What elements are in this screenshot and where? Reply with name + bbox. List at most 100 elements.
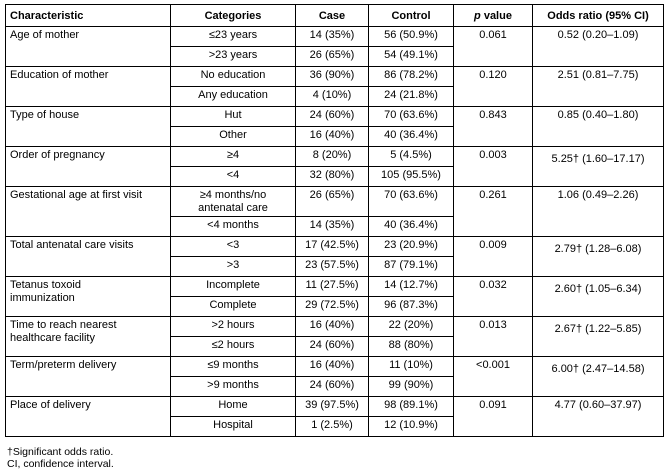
case-cell: 24 (60%) <box>295 336 369 357</box>
case-cell: 8 (20%) <box>295 146 369 167</box>
characteristic-cell: Order of pregnancy <box>5 146 171 187</box>
category-cell: <4 <box>170 166 296 187</box>
case-cell: 26 (65%) <box>295 46 369 67</box>
p-value-cell: 0.003 <box>453 146 533 187</box>
col-header-categories: Categories <box>170 4 296 27</box>
category-cell: ≤2 hours <box>170 336 296 357</box>
case-cell: 29 (72.5%) <box>295 296 369 317</box>
control-cell: 96 (87.3%) <box>368 296 454 317</box>
control-cell: 88 (80%) <box>368 336 454 357</box>
table-row: Total antenatal care visits <3 17 (42.5%) 2… <box>5 236 664 277</box>
control-cell: 70 (63.6%) <box>368 186 454 217</box>
footnote-significant-odds-ratio: †Significant odds ratio. <box>7 446 114 458</box>
table-row: Term/preterm delivery ≤9 months 16 (40%) 11… <box>5 356 664 397</box>
control-cell: 22 (20%) <box>368 316 454 337</box>
control-cell: 87 (79.1%) <box>368 256 454 277</box>
characteristic-cell: Gestational age at first visit <box>5 186 171 237</box>
table-row: Type of house Hut 24 (60%) 70 (63.6%) 0.843 0… <box>5 106 664 147</box>
control-cell: 24 (21.8%) <box>368 86 454 107</box>
category-cell: Complete <box>170 296 296 317</box>
footnote-ci-definition: CI, confidence interval. <box>7 458 114 470</box>
table-row: Other 16 (40%) 40 (36.4%) <box>6 126 664 147</box>
control-cell: 105 (95.5%) <box>368 166 454 187</box>
category-cell: ≤9 months <box>170 356 296 377</box>
odds-ratio-cell: 2.51 (0.81–7.75) <box>532 66 664 107</box>
p-value-header-rest: value <box>480 9 512 22</box>
case-cell: 14 (35%) <box>295 26 369 47</box>
control-cell: 40 (36.4%) <box>368 216 454 237</box>
p-value-cell: 0.032 <box>453 276 533 317</box>
case-cell: 16 (40%) <box>295 126 369 147</box>
col-header-case: Case <box>295 4 369 27</box>
table-row: >3 23 (57.5%) 87 (79.1%) <box>6 256 664 277</box>
footnotes: †Significant odds ratio. CI, confidence … <box>7 446 114 470</box>
table-row: <4 32 (80%) 105 (95.5%) <box>6 166 664 187</box>
col-header-control: Control <box>368 4 454 27</box>
case-cell: 24 (60%) <box>295 106 369 127</box>
table-row: Order of pregnancy ≥4 8 (20%) 5 (4.5%) 0.003… <box>5 146 664 187</box>
p-value-cell: 0.013 <box>453 316 533 357</box>
control-cell: 70 (63.6%) <box>368 106 454 127</box>
case-cell: 17 (42.5%) <box>295 236 369 257</box>
p-value-cell: 0.120 <box>453 66 533 107</box>
table-row: Gestational age at first visit ≥4 months/… <box>5 186 664 237</box>
category-cell: <4 months <box>170 216 296 237</box>
characteristic-cell: Tetanus toxoid immunization <box>5 276 171 317</box>
table-row: ≤2 hours 24 (60%) 88 (80%) <box>6 336 664 357</box>
characteristic-cell: Total antenatal care visits <box>5 236 171 277</box>
odds-ratio-cell: 6.00† (2.47–14.58) <box>532 356 664 397</box>
control-cell: 12 (10.9%) <box>368 416 454 437</box>
category-cell: >2 hours <box>170 316 296 337</box>
characteristic-cell: Age of mother <box>5 26 171 67</box>
case-cell: 16 (40%) <box>295 356 369 377</box>
category-cell: Other <box>170 126 296 147</box>
case-cell: 16 (40%) <box>295 316 369 337</box>
odds-ratio-cell: 4.77 (0.60–37.97) <box>532 396 664 437</box>
odds-ratio-cell: 2.67† (1.22–5.85) <box>532 316 664 357</box>
control-cell: 54 (49.1%) <box>368 46 454 67</box>
category-cell: >3 <box>170 256 296 277</box>
table-row: Age of mother ≤23 years 14 (35%) 56 (50.9%)… <box>5 26 664 67</box>
category-cell: <3 <box>170 236 296 257</box>
table-row: Time to reach nearest healthcare facilit… <box>5 316 664 357</box>
characteristic-cell: Term/preterm delivery <box>5 356 171 397</box>
control-cell: 23 (20.9%) <box>368 236 454 257</box>
case-cell: 11 (27.5%) <box>295 276 369 297</box>
category-cell: ≥4 months/no antenatal care <box>170 186 296 217</box>
control-cell: 99 (90%) <box>368 376 454 397</box>
table-row: >23 years 26 (65%) 54 (49.1%) <box>6 46 664 67</box>
control-cell: 98 (89.1%) <box>368 396 454 417</box>
table-row: Complete 29 (72.5%) 96 (87.3%) <box>6 296 664 317</box>
characteristic-cell: Type of house <box>5 106 171 147</box>
category-cell: Incomplete <box>170 276 296 297</box>
category-cell: Any education <box>170 86 296 107</box>
characteristic-cell: Time to reach nearest healthcare facilit… <box>5 316 171 357</box>
case-cell: 4 (10%) <box>295 86 369 107</box>
p-value-cell: 0.843 <box>453 106 533 147</box>
category-cell: No education <box>170 66 296 87</box>
case-cell: 14 (35%) <box>295 216 369 237</box>
odds-ratio-table: Characteristic Categories Case Control p… <box>5 4 664 437</box>
odds-ratio-cell: 5.25† (1.60–17.17) <box>532 146 664 187</box>
table-row: Education of mother No education 36 (90%) 8… <box>5 66 664 107</box>
characteristic-cell: Place of delivery <box>5 396 171 437</box>
case-cell: 24 (60%) <box>295 376 369 397</box>
category-cell: Home <box>170 396 296 417</box>
p-value-cell: 0.061 <box>453 26 533 67</box>
col-header-p-value: p value <box>453 4 533 27</box>
p-value-cell: <0.001 <box>453 356 533 397</box>
table-row: Tetanus toxoid immunization Incomplete 11 … <box>5 276 664 317</box>
control-cell: 86 (78.2%) <box>368 66 454 87</box>
table-header-row: Characteristic Categories Case Control p… <box>5 4 664 27</box>
category-cell: Hospital <box>170 416 296 437</box>
odds-ratio-cell: 1.06 (0.49–2.26) <box>532 186 664 237</box>
control-cell: 40 (36.4%) <box>368 126 454 147</box>
case-cell: 1 (2.5%) <box>295 416 369 437</box>
control-cell: 56 (50.9%) <box>368 26 454 47</box>
odds-ratio-cell: 2.79† (1.28–6.08) <box>532 236 664 277</box>
table-row: Place of delivery Home 39 (97.5%) 98 (89.1%… <box>5 396 664 437</box>
col-header-odds-ratio: Odds ratio (95% CI) <box>532 4 664 27</box>
control-cell: 11 (10%) <box>368 356 454 377</box>
case-cell: 23 (57.5%) <box>295 256 369 277</box>
case-cell: 36 (90%) <box>295 66 369 87</box>
